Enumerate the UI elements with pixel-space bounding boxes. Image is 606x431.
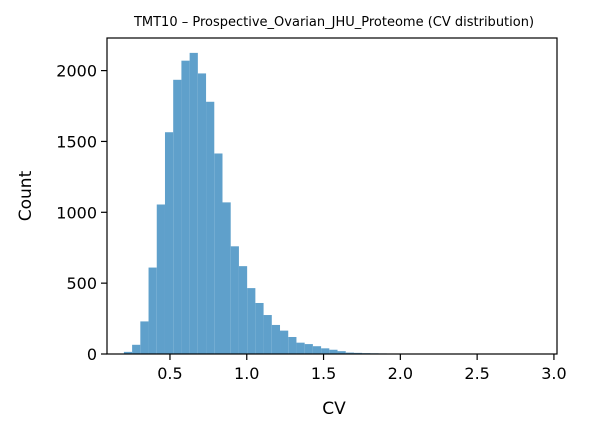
y-tick-label: 2000: [56, 62, 97, 81]
chart-title: TMT10 – Prospective_Ovarian_JHU_Proteome…: [133, 15, 534, 30]
histogram-bar: [296, 342, 305, 354]
histogram-bar: [321, 348, 330, 354]
y-tick-label: 0: [87, 345, 97, 364]
histogram-bar: [271, 324, 281, 354]
histogram-bar: [148, 267, 157, 354]
histogram-bar: [164, 132, 174, 354]
histogram-bar: [288, 336, 297, 354]
histogram-bar: [337, 351, 346, 354]
y-tick-label: 1500: [56, 132, 97, 151]
x-axis-label: CV: [322, 399, 346, 419]
y-axis-ticks: 0 500 1000 1500 2000: [56, 62, 107, 364]
x-tick-label: 1.0: [234, 364, 259, 383]
histogram-bar: [156, 204, 165, 354]
histogram-bar: [280, 330, 289, 354]
histogram-bar: [345, 352, 354, 354]
histogram-bar: [197, 73, 207, 354]
y-tick-label: 500: [66, 274, 97, 293]
plot-frame: [106, 37, 558, 355]
histogram-bar: [222, 202, 231, 354]
x-tick-label: 2.0: [388, 364, 413, 383]
histogram-bar: [329, 349, 338, 354]
histogram-bar: [181, 60, 190, 355]
y-axis-label: Count: [16, 170, 36, 221]
bars-group: [123, 52, 535, 355]
histogram-bar: [304, 344, 313, 354]
histogram-bar: [247, 288, 256, 354]
histogram-bar: [123, 351, 133, 354]
histogram-bar: [206, 101, 215, 354]
x-tick-label: 0.5: [157, 364, 182, 383]
x-tick-label: 1.5: [311, 364, 336, 383]
histogram-bar: [263, 315, 272, 354]
x-tick-label: 2.5: [464, 364, 489, 383]
histogram-bar: [214, 153, 223, 354]
x-tick-label: 3.0: [541, 364, 566, 383]
histogram-bar: [173, 79, 182, 355]
histogram-bar: [230, 246, 239, 354]
histogram-bar: [140, 321, 149, 354]
y-tick-label: 1000: [56, 203, 97, 222]
histogram-bar: [132, 344, 141, 354]
histogram-bar: [189, 52, 198, 354]
histogram-bar: [255, 302, 264, 354]
histogram-bar: [238, 266, 248, 354]
histogram-bar: [312, 346, 322, 354]
x-axis-ticks: 0.5 1.0 1.5 2.0 2.5 3.0: [157, 354, 567, 383]
